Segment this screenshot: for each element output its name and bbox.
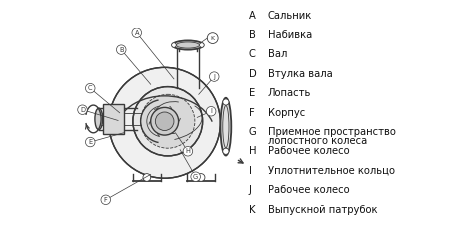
- Circle shape: [197, 174, 205, 181]
- Text: H: H: [249, 146, 256, 157]
- Text: C: C: [249, 49, 256, 59]
- Text: C: C: [88, 85, 92, 91]
- Circle shape: [172, 43, 176, 47]
- Circle shape: [191, 172, 201, 181]
- Text: лопостного колеса: лопостного колеса: [268, 136, 367, 146]
- Text: Уплотнительное кольцо: Уплотнительное кольцо: [268, 166, 395, 176]
- Text: G: G: [249, 127, 256, 137]
- Text: F: F: [249, 108, 255, 118]
- Text: Корпус: Корпус: [268, 108, 305, 118]
- Text: B: B: [249, 30, 256, 40]
- Ellipse shape: [95, 108, 103, 130]
- Circle shape: [223, 148, 229, 154]
- Text: Выпускной патрубок: Выпускной патрубок: [268, 205, 377, 215]
- Text: J: J: [213, 73, 215, 80]
- Circle shape: [206, 106, 216, 116]
- Text: Сальник: Сальник: [268, 11, 312, 21]
- Text: G: G: [193, 174, 198, 180]
- Text: D: D: [80, 107, 85, 113]
- Ellipse shape: [176, 42, 200, 48]
- Text: A: A: [135, 30, 139, 36]
- Circle shape: [200, 43, 204, 47]
- Text: E: E: [88, 139, 92, 145]
- Circle shape: [223, 99, 229, 105]
- Circle shape: [183, 146, 192, 156]
- Circle shape: [85, 137, 95, 147]
- Circle shape: [151, 107, 179, 135]
- Text: Набивка: Набивка: [268, 30, 312, 40]
- Text: B: B: [119, 47, 124, 53]
- Text: E: E: [249, 88, 255, 98]
- Ellipse shape: [220, 98, 231, 156]
- Text: I: I: [210, 108, 212, 114]
- Text: A: A: [249, 11, 256, 21]
- Circle shape: [210, 72, 219, 81]
- Circle shape: [155, 112, 174, 131]
- Text: Вал: Вал: [268, 49, 287, 59]
- Text: Втулка вала: Втулка вала: [268, 69, 333, 79]
- Text: H: H: [185, 148, 191, 154]
- Circle shape: [85, 83, 95, 93]
- Text: K: K: [210, 36, 215, 40]
- Circle shape: [101, 195, 110, 205]
- Text: I: I: [249, 166, 252, 176]
- Text: D: D: [249, 69, 256, 79]
- Text: K: K: [249, 205, 255, 215]
- Circle shape: [109, 67, 220, 178]
- Text: J: J: [249, 185, 252, 195]
- Text: Рабочее колесо: Рабочее колесо: [268, 146, 349, 157]
- Polygon shape: [103, 104, 124, 134]
- Text: Рабочее колесо: Рабочее колесо: [268, 185, 349, 195]
- Circle shape: [78, 105, 87, 114]
- Circle shape: [141, 94, 195, 148]
- Ellipse shape: [173, 40, 203, 50]
- Text: Лопасть: Лопасть: [268, 88, 311, 98]
- Circle shape: [117, 45, 126, 54]
- Circle shape: [133, 87, 202, 156]
- Circle shape: [132, 28, 142, 37]
- Text: Приемное пространство: Приемное пространство: [268, 127, 396, 137]
- Text: F: F: [104, 197, 108, 203]
- Circle shape: [143, 174, 151, 181]
